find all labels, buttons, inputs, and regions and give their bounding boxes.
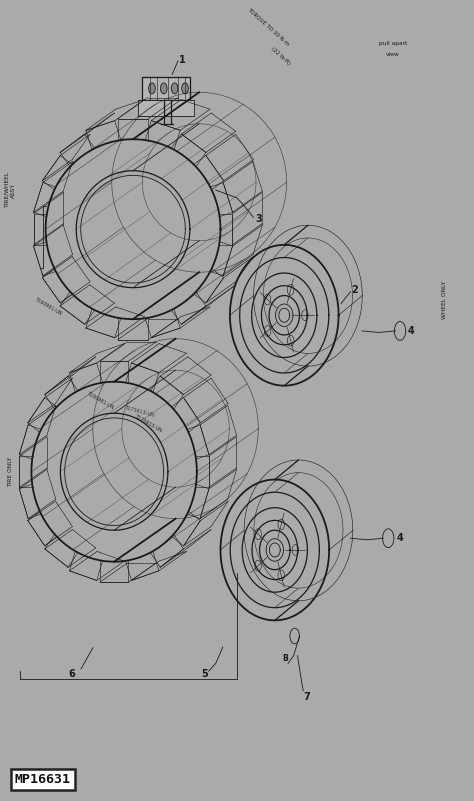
Circle shape [171, 83, 178, 94]
Text: TIRE/WHEEL
ASSY: TIRE/WHEEL ASSY [5, 172, 16, 208]
Text: MP16631: MP16631 [15, 773, 71, 786]
Circle shape [149, 83, 155, 94]
Text: TIRE ONLY: TIRE ONLY [8, 457, 13, 487]
Text: B: B [282, 654, 288, 663]
Text: T175613-UN: T175613-UN [124, 405, 155, 418]
Text: 4: 4 [408, 326, 415, 336]
Text: WHEEL ONLY: WHEEL ONLY [442, 280, 447, 319]
Text: T175613-UN: T175613-UN [133, 414, 162, 433]
Text: T160961-UN: T160961-UN [86, 391, 115, 410]
FancyBboxPatch shape [138, 100, 194, 116]
Text: T160961-UN: T160961-UN [34, 296, 63, 316]
Text: 2: 2 [351, 285, 358, 296]
Circle shape [182, 83, 188, 94]
Text: 1: 1 [179, 55, 186, 65]
Text: 3: 3 [255, 214, 262, 224]
FancyBboxPatch shape [143, 77, 190, 100]
Circle shape [160, 83, 167, 94]
Text: (22 lb-ft): (22 lb-ft) [270, 46, 291, 66]
Text: 7: 7 [303, 692, 310, 702]
Text: 4: 4 [396, 533, 403, 543]
Text: pull apart: pull apart [379, 42, 407, 46]
Text: 6: 6 [68, 669, 75, 678]
Text: TORQUE TO 30 N·m: TORQUE TO 30 N·m [246, 6, 290, 46]
Text: 5: 5 [201, 669, 208, 678]
Text: view: view [386, 51, 400, 57]
